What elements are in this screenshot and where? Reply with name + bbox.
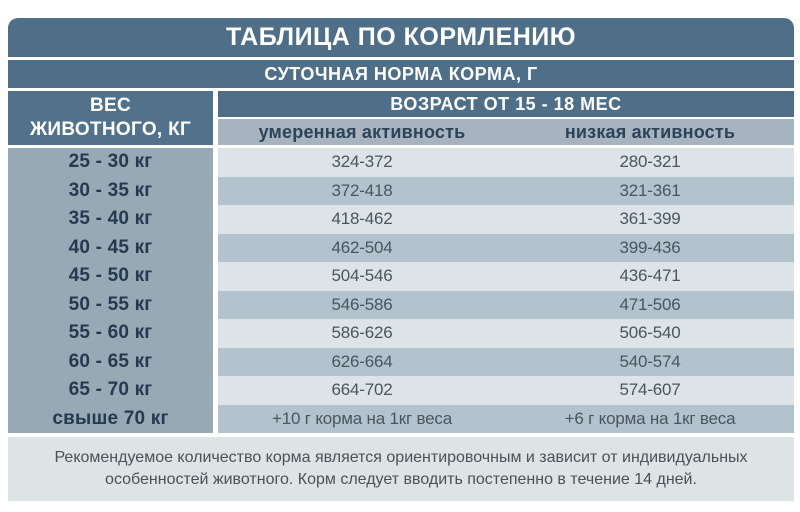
- page-title: ТАБЛИЦА ПО КОРМЛЕНИЮ: [8, 18, 794, 57]
- weight-cell: 65 - 70 кг: [8, 376, 213, 405]
- moderate-value-cell: 418-462: [218, 205, 506, 234]
- table-row: 30 - 35 кг 372-418 321-361: [8, 176, 794, 205]
- low-value-cell: 471-506: [506, 290, 794, 319]
- low-value-cell: 436-471: [506, 262, 794, 291]
- moderate-activity-header: умеренная активность: [258, 121, 466, 142]
- moderate-value-cell: 324-372: [218, 148, 506, 177]
- table-row: 40 - 45 кг 462-504 399-436: [8, 233, 794, 262]
- low-value-cell: 361-399: [506, 205, 794, 234]
- weight-cell: 45 - 50 кг: [8, 262, 213, 291]
- age-header-group: ВОЗРАСТ ОТ 15 - 18 МЕС умеренная активно…: [218, 91, 794, 145]
- low-value-cell: 321-361: [506, 176, 794, 205]
- low-value-cell: +6 г корма на 1кг веса: [506, 404, 794, 433]
- weight-header-line1: ВЕС: [89, 95, 131, 117]
- weight-cell: 25 - 30 кг: [8, 148, 213, 177]
- weight-column-header: ВЕС ЖИВОТНОГО, КГ: [8, 91, 213, 145]
- moderate-value-cell: 664-702: [218, 376, 506, 405]
- low-value-cell: 399-436: [506, 233, 794, 262]
- weight-cell: 35 - 40 кг: [8, 205, 213, 234]
- moderate-value-cell: 546-586: [218, 290, 506, 319]
- moderate-value-cell: 372-418: [218, 176, 506, 205]
- table-row: 35 - 40 кг 418-462 361-399: [8, 205, 794, 234]
- moderate-value-cell: 626-664: [218, 347, 506, 376]
- moderate-value-cell: 504-546: [218, 262, 506, 291]
- activity-header-row: умеренная активность низкая активность: [218, 119, 794, 145]
- weight-cell: 30 - 35 кг: [8, 176, 213, 205]
- low-value-cell: 506-540: [506, 319, 794, 348]
- table-row: 25 - 30 кг 324-372 280-321: [8, 148, 794, 177]
- daily-norm-subtitle: СУТОЧНАЯ НОРМА КОРМА, Г: [8, 60, 794, 88]
- feeding-table-body: 25 - 30 кг 324-372 280-321 30 - 35 кг 37…: [8, 148, 794, 433]
- weight-cell: 55 - 60 кг: [8, 319, 213, 348]
- moderate-value-cell: +10 г корма на 1кг веса: [218, 404, 506, 433]
- table-row: 65 - 70 кг 664-702 574-607: [8, 376, 794, 405]
- weight-cell: 60 - 65 кг: [8, 347, 213, 376]
- moderate-value-cell: 586-626: [218, 319, 506, 348]
- age-range-header: ВОЗРАСТ ОТ 15 - 18 МЕС: [218, 91, 794, 117]
- weight-cell: 50 - 55 кг: [8, 290, 213, 319]
- moderate-value-cell: 462-504: [218, 233, 506, 262]
- table-row: свыше 70 кг +10 г корма на 1кг веса +6 г…: [8, 404, 794, 433]
- low-activity-header: низкая активность: [564, 121, 736, 142]
- table-row: 50 - 55 кг 546-586 471-506: [8, 290, 794, 319]
- table-row: 60 - 65 кг 626-664 540-574: [8, 347, 794, 376]
- feeding-table: ТАБЛИЦА ПО КОРМЛЕНИЮ СУТОЧНАЯ НОРМА КОРМ…: [8, 18, 794, 501]
- low-value-cell: 540-574: [506, 347, 794, 376]
- weight-cell: 40 - 45 кг: [8, 233, 213, 262]
- recommendation-note: Рекомендуемое количество корма является …: [8, 437, 794, 501]
- table-header: ВЕС ЖИВОТНОГО, КГ ВОЗРАСТ ОТ 15 - 18 МЕС…: [8, 91, 794, 145]
- weight-header-line2: ЖИВОТНОГО, КГ: [29, 119, 192, 140]
- table-row: 55 - 60 кг 586-626 506-540: [8, 319, 794, 348]
- low-value-cell: 574-607: [506, 376, 794, 405]
- weight-cell: свыше 70 кг: [8, 404, 213, 433]
- low-value-cell: 280-321: [506, 148, 794, 177]
- table-row: 45 - 50 кг 504-546 436-471: [8, 262, 794, 291]
